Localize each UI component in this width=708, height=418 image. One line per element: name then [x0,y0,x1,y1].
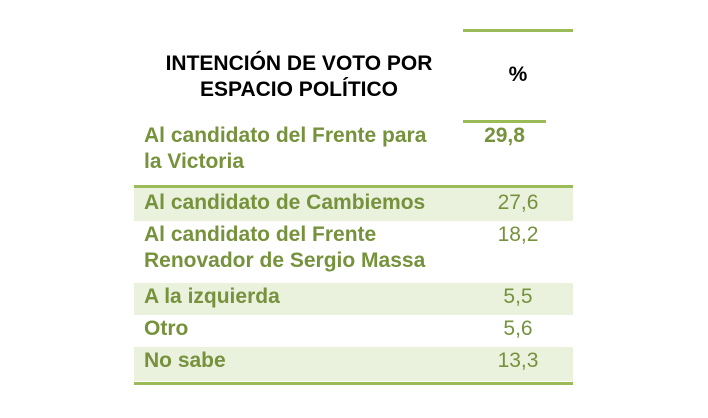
table-row: No sabe 13,3 [134,347,573,381]
table-row: Al candidato de Cambiemos 27,6 [134,188,573,221]
row-separator-rule [134,185,573,188]
row-value: 13,3 [497,349,539,372]
table-row: Otro 5,6 [134,315,573,347]
table-bottom-rule [134,382,573,385]
row-label: No sabe [144,349,226,372]
row-value: 27,6 [497,191,539,214]
row-label-line-2: la Victoria [144,150,244,173]
row-value: 18,2 [497,223,539,246]
header-title-line-2: ESPACIO POLÍTICO [200,78,398,101]
row-label-line-2: Renovador de Sergio Massa [144,249,426,272]
table-header-title: INTENCIÓN DE VOTO POR ESPACIO POLÍTICO [134,51,464,103]
table-row: A la izquierda 5,5 [134,283,573,315]
row-value: 29,8 [484,124,525,147]
row-label: Al candidato del Frente para la Victoria [144,123,426,175]
header-top-rule [463,29,573,32]
row-value: 5,6 [503,317,533,340]
row-label: Al candidato del Frente Renovador de Ser… [144,222,425,274]
row-label-line-1: Al candidato del Frente para [144,124,427,147]
row-label: Otro [144,317,189,340]
table-row: Al candidato del Frente para la Victoria… [134,121,573,183]
row-label: A la izquierda [144,285,280,308]
row-label: Al candidato de Cambiemos [144,191,426,214]
table-header-percent: % [508,63,528,86]
row-label-line-1: Al candidato del Frente [144,223,377,246]
header-title-line-1: INTENCIÓN DE VOTO POR [165,52,433,75]
header-bottom-rule [463,120,546,123]
row-value: 5,5 [503,285,533,308]
table-row: Al candidato del Frente Renovador de Ser… [134,221,573,283]
